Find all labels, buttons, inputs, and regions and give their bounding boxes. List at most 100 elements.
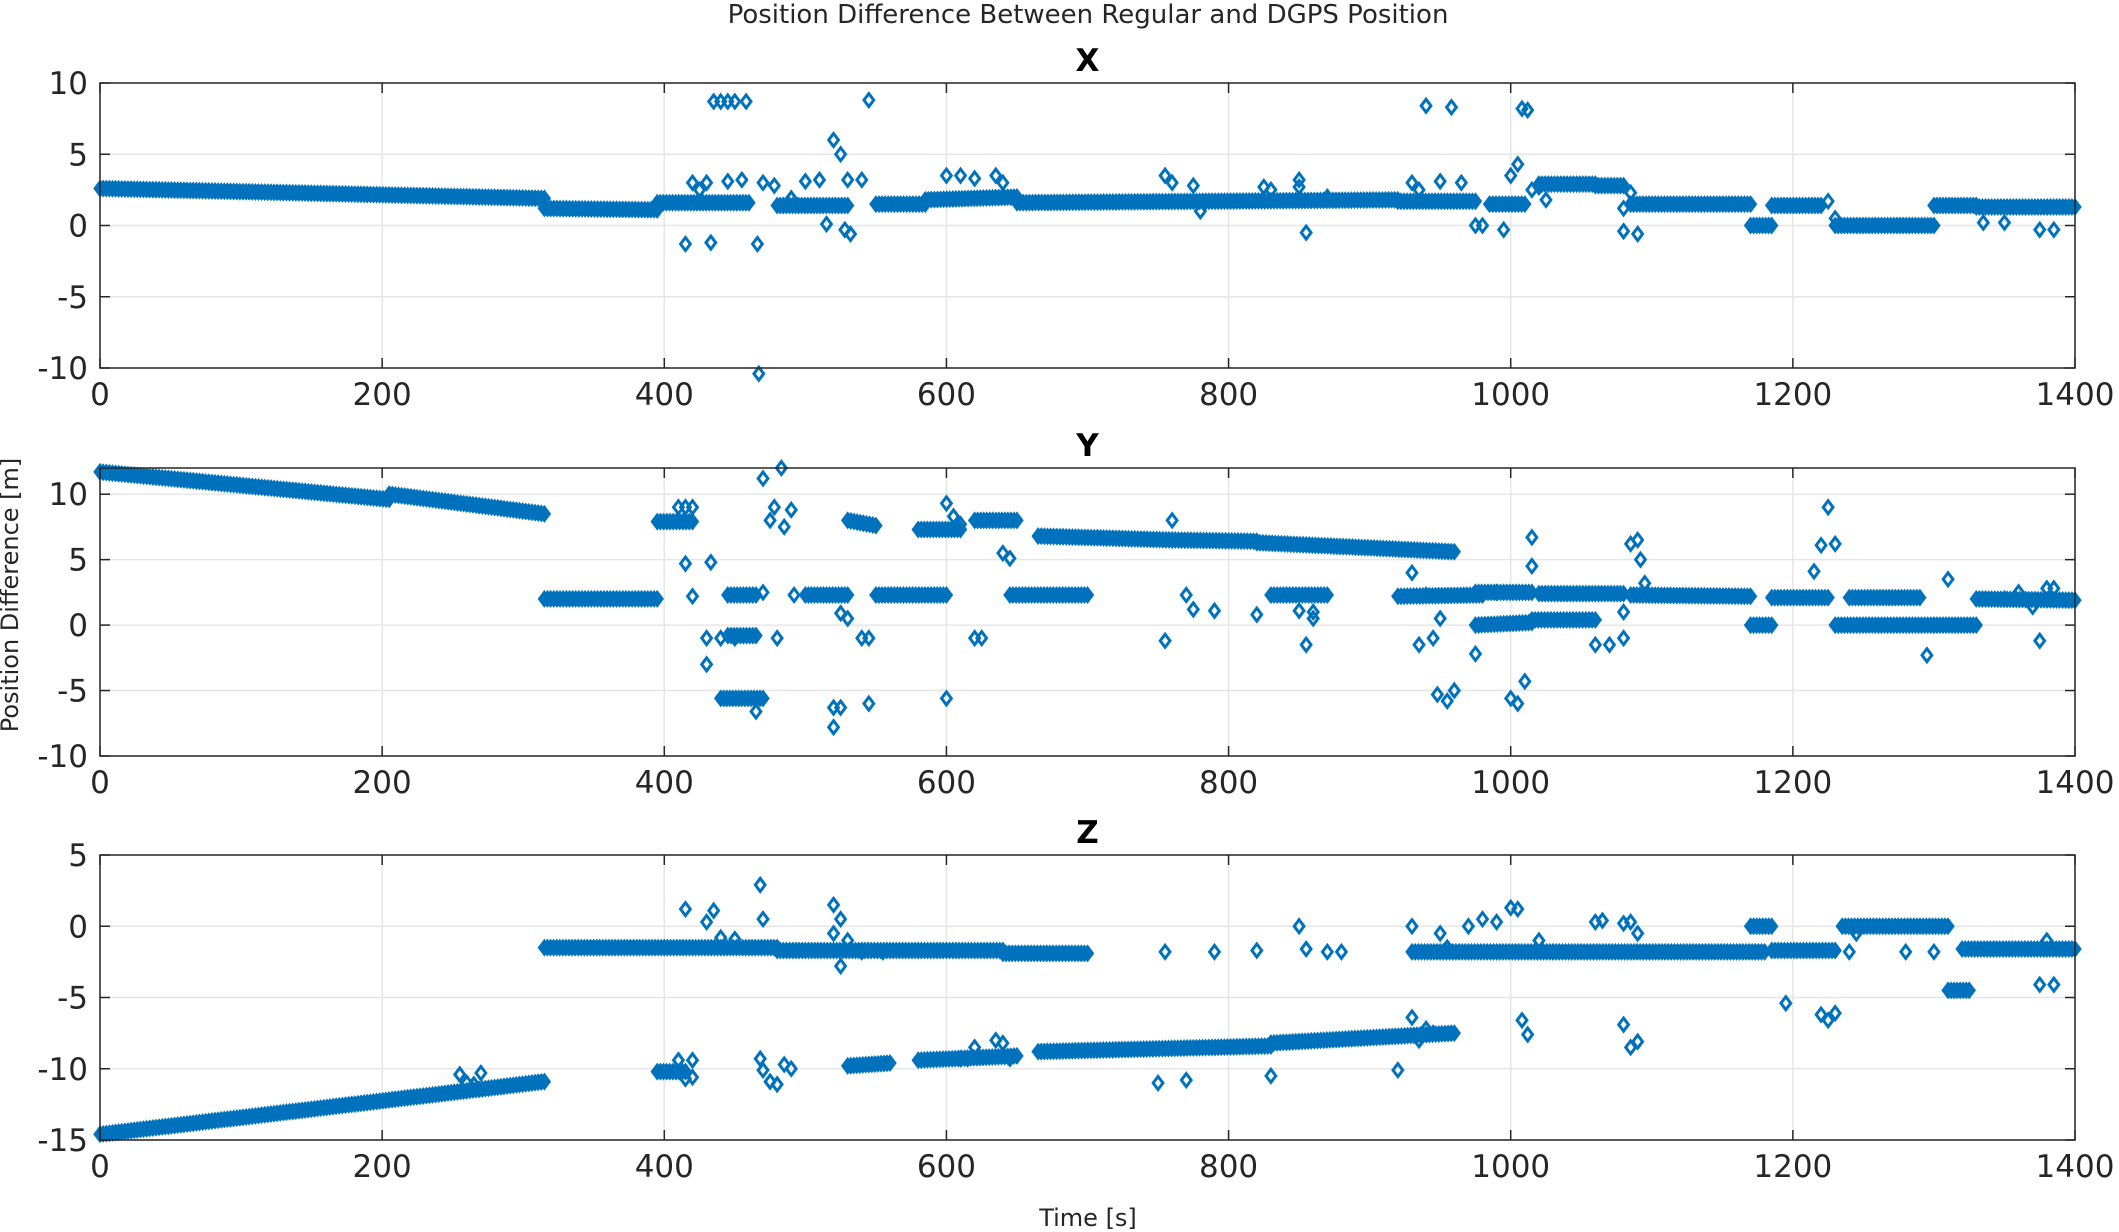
data-point [1761,917,1776,936]
data-point [1444,98,1459,117]
x-tick-label: 600 [917,765,976,801]
data-point [989,166,1003,185]
data-point [728,629,742,648]
data-point [1630,530,1645,550]
data-point [756,910,770,929]
data-point [685,512,700,531]
data-point [739,193,753,212]
x-tick-label: 800 [1199,765,1258,801]
data-point [866,516,880,535]
data-point [1306,602,1320,622]
data-point [474,1064,488,1083]
data-point [1976,213,1991,232]
x-tick-label: 800 [1199,1149,1258,1185]
data-point [1532,178,1546,197]
data-point [840,609,855,628]
x-tick-label: 1000 [1471,377,1550,413]
x-tick-label: 600 [917,1149,976,1185]
data-point [1520,1025,1535,1044]
data-point [728,92,742,111]
data-point [1761,216,1776,235]
data-point [678,235,693,254]
data-point [1264,180,1278,199]
data-point [1320,187,1335,207]
data-point [2025,597,2040,616]
data-point [1077,944,1092,963]
data-point [749,702,763,721]
y-tick-label: 5 [68,543,88,579]
data-point [728,930,742,949]
data-point [699,629,714,648]
data-point [685,587,700,606]
data-point [685,1051,700,1070]
data-point [946,507,961,526]
data-point [950,520,965,539]
data-point [1080,944,1095,963]
data-point [1306,609,1320,628]
data-point [1602,635,1617,654]
x-tick-label: 0 [90,1149,110,1185]
data-point [1391,1061,1405,1080]
data-point [1520,101,1535,120]
data-point [2047,975,2061,994]
data-point [953,515,968,534]
data-point [1761,616,1776,635]
data-point [1616,222,1631,241]
data-point [1616,602,1631,622]
data-point [742,193,756,212]
x-tick-label: 1000 [1471,1149,1550,1185]
data-point [1740,587,1755,606]
data-point [1539,190,1553,209]
data-point [1997,213,2012,232]
data-point [1292,178,1306,197]
x-tick-label: 200 [353,377,412,413]
data-point [752,364,766,383]
data-point [1165,173,1179,192]
data-point [1465,192,1480,211]
data-point [1525,528,1539,547]
data-point [685,173,700,192]
data-point [650,589,664,608]
x-tick-label: 200 [353,765,412,801]
data-point [1165,511,1179,530]
data-point [1821,588,1835,607]
data-point [1962,981,1976,1000]
data-point [1444,1024,1458,1043]
data-point [855,942,869,961]
data-point [1419,585,1433,604]
data-point [1433,172,1447,191]
data-point [833,604,848,623]
subplot-z: 0 200 400 600 800 1000 1200 1400 5 0 -5 -10 -15 Z [37,815,2114,1185]
data-point [1969,616,1984,635]
data-point [1007,511,1021,530]
x-tick-label: 400 [635,1149,694,1185]
data-point [1521,583,1536,602]
y-tick-label: 10 [49,66,88,102]
data-point [1461,917,1476,936]
data-point [1496,220,1511,239]
data-point [756,689,770,708]
data-point [826,718,841,737]
data-point [784,500,798,519]
y-tick-label: -5 [57,674,88,710]
data-point [996,173,1010,192]
data-point [1511,155,1525,174]
data-point [1426,1024,1440,1043]
data-point [1764,216,1779,235]
data-point [939,689,954,708]
data-point [1588,635,1603,654]
data-point [699,912,714,931]
data-point [843,225,858,244]
y-tick-label: 0 [68,909,88,945]
data-point [1186,176,1201,195]
data-point [685,498,700,517]
data-point [1292,601,1306,620]
data-point [1941,570,1955,589]
data-point [1440,938,1454,957]
data-point [1910,588,1924,607]
data-point [2032,631,2047,650]
x-tick-label: 1400 [2036,1149,2115,1185]
data-point [784,189,798,208]
data-point [1924,216,1938,235]
